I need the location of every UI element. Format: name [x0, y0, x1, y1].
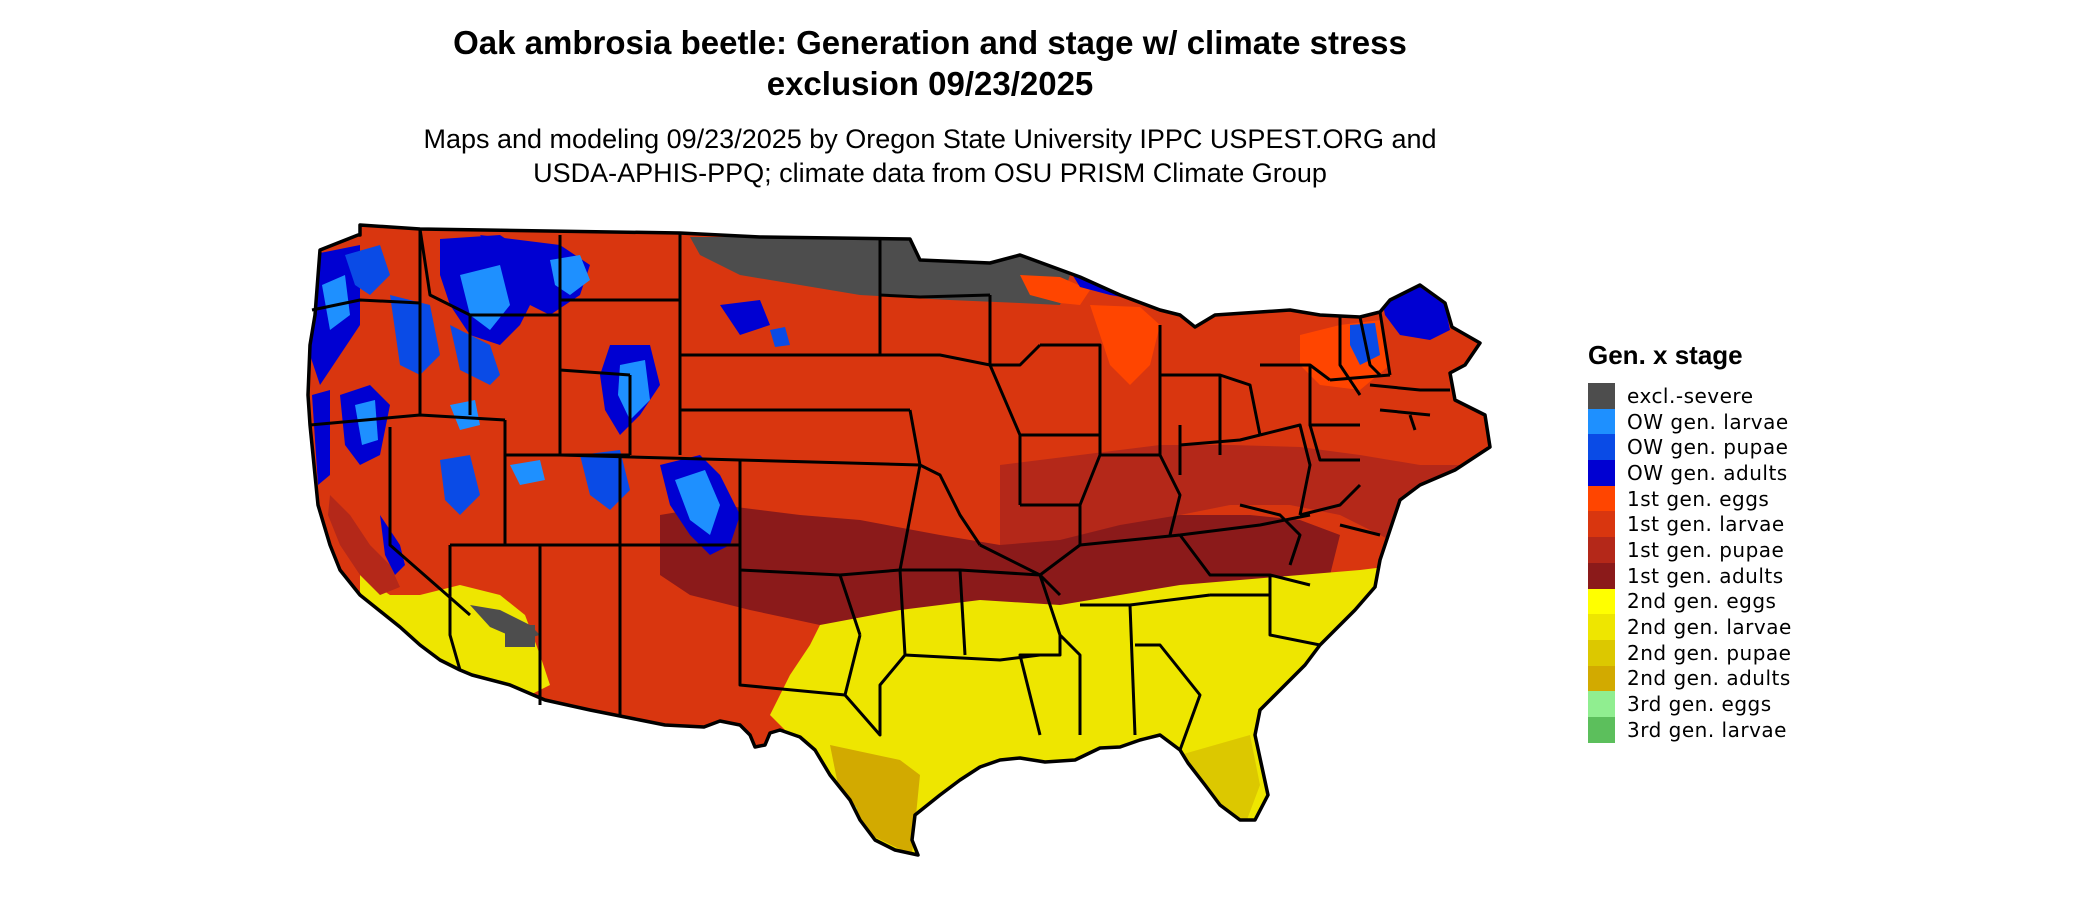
- legend-item: 2nd gen. larvae: [1588, 614, 1792, 640]
- us-map-svg: [306, 223, 1492, 857]
- legend-label: OW gen. adults: [1627, 460, 1788, 485]
- legend-label: 1st gen. larvae: [1627, 512, 1785, 537]
- title-line-1: Oak ambrosia beetle: Generation and stag…: [453, 24, 1407, 61]
- legend-swatch: [1588, 485, 1615, 512]
- title-line-2: exclusion 09/23/2025: [766, 65, 1094, 102]
- legend-swatch: [1588, 408, 1615, 435]
- us-map: [300, 215, 1580, 905]
- legend-title: Gen. x stage: [1588, 340, 1743, 370]
- map-title: Oak ambrosia beetle: Generation and stag…: [0, 22, 1860, 104]
- legend-item: 1st gen. pupae: [1588, 537, 1792, 563]
- legend-item: 1st gen. larvae: [1588, 511, 1792, 538]
- legend-label: OW gen. larvae: [1627, 409, 1789, 434]
- legend-label: 2nd gen. adults: [1627, 666, 1791, 691]
- legend-label: OW gen. pupae: [1627, 435, 1789, 460]
- legend-swatch: [1588, 383, 1615, 409]
- legend-swatch: [1588, 691, 1615, 717]
- legend-item: 1st gen. eggs: [1588, 485, 1792, 512]
- legend-item: OW gen. larvae: [1588, 408, 1792, 435]
- legend-swatch: [1588, 665, 1615, 692]
- legend-swatch: [1588, 588, 1615, 615]
- legend-swatch: [1588, 716, 1615, 743]
- legend-swatch: [1588, 639, 1615, 666]
- legend-item: OW gen. pupae: [1588, 434, 1792, 461]
- legend-item: 2nd gen. pupae: [1588, 639, 1792, 666]
- legend-swatch: [1588, 434, 1615, 461]
- map-subtitle: Maps and modeling 09/23/2025 by Oregon S…: [0, 122, 1860, 190]
- legend-label: 1st gen. eggs: [1627, 486, 1770, 511]
- legend-label: 1st gen. pupae: [1627, 537, 1785, 562]
- subtitle-line-1: Maps and modeling 09/23/2025 by Oregon S…: [423, 124, 1437, 154]
- state-boundaries: [306, 223, 1492, 857]
- legend-label: 1st gen. adults: [1627, 563, 1784, 588]
- legend-item: OW gen. adults: [1588, 460, 1792, 486]
- legend-item: 2nd gen. eggs: [1588, 588, 1792, 615]
- legend-label: excl.-severe: [1627, 383, 1754, 408]
- legend-swatch: [1588, 562, 1615, 589]
- legend-swatch: [1588, 537, 1615, 563]
- legend-item: 3rd gen. eggs: [1588, 691, 1792, 717]
- legend-swatch: [1588, 614, 1615, 640]
- legend-label: 3rd gen. larvae: [1627, 717, 1787, 742]
- legend-item: 3rd gen. larvae: [1588, 716, 1792, 743]
- legend-label: 2nd gen. pupae: [1627, 640, 1792, 665]
- legend-item: 2nd gen. adults: [1588, 665, 1792, 692]
- legend: Gen. x stage excl.-severe OW gen. larvae O…: [1588, 340, 1792, 743]
- subtitle-line-2: USDA-APHIS-PPQ; climate data from OSU PR…: [533, 158, 1327, 188]
- legend-swatch: [1588, 460, 1615, 486]
- legend-item: excl.-severe: [1588, 383, 1792, 409]
- legend-items: excl.-severe OW gen. larvae OW gen. pupae O…: [1588, 383, 1792, 743]
- legend-label: 2nd gen. eggs: [1627, 589, 1777, 614]
- legend-item: 1st gen. adults: [1588, 562, 1792, 589]
- legend-label: 3rd gen. eggs: [1627, 692, 1772, 717]
- legend-label: 2nd gen. larvae: [1627, 615, 1792, 640]
- legend-swatch: [1588, 511, 1615, 538]
